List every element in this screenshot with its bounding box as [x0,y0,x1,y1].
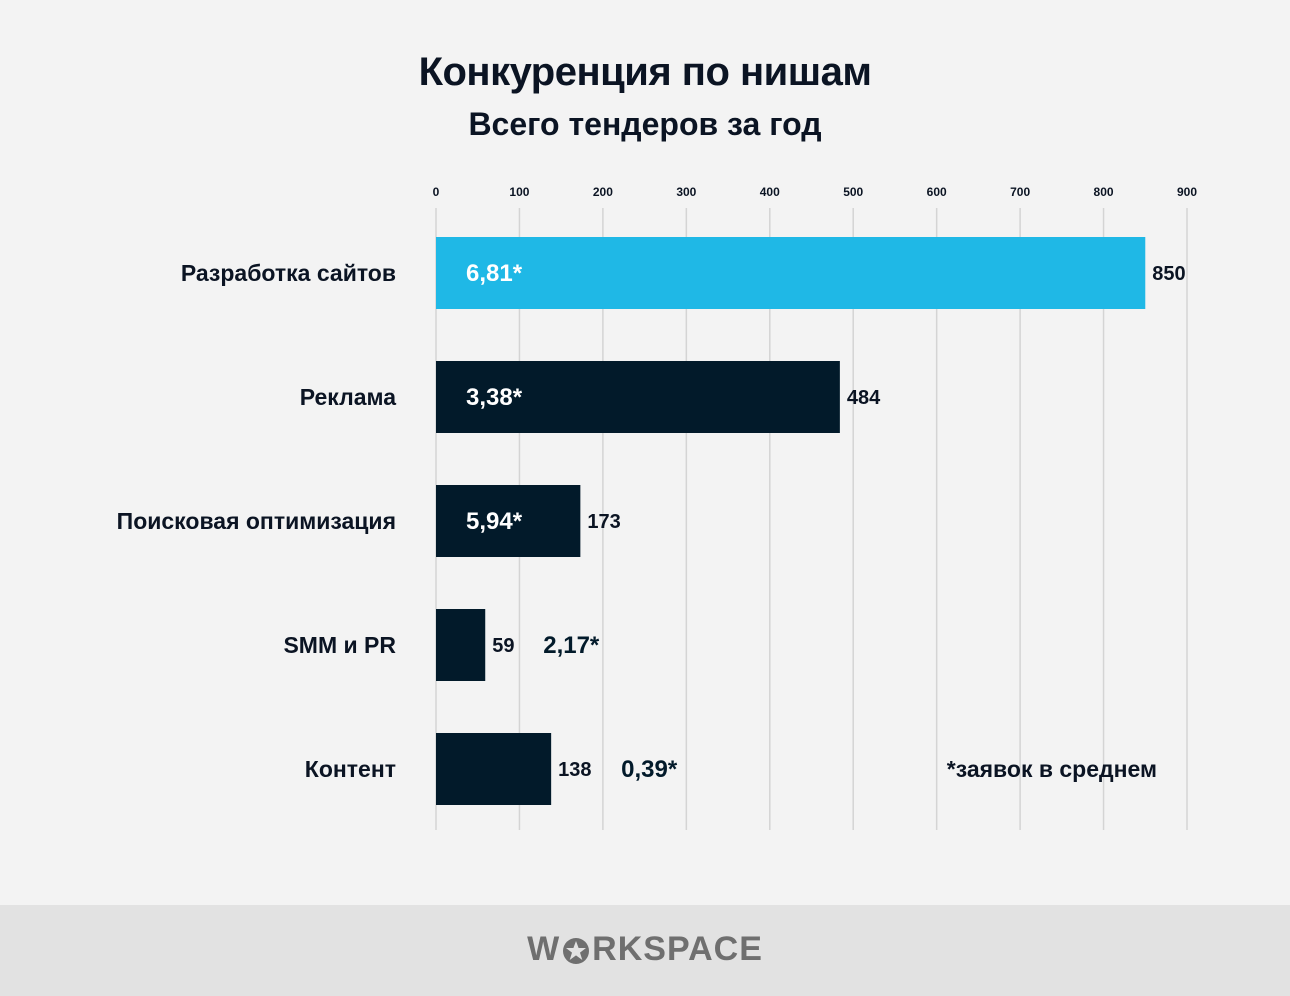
avg-bids-label: 3,38* [466,384,523,411]
x-tick-label: 100 [509,185,529,199]
brand-prefix: W [527,930,561,968]
x-tick-label: 300 [676,185,696,199]
bar-chart: 0 100 200 300 400 500 600 700 800 900 Разработка с… [117,185,1197,830]
x-tick-label: 600 [927,185,947,199]
category-label: Поисковая оптимизация [117,508,396,534]
value-label: 484 [847,387,881,409]
value-label: 59 [492,635,514,657]
value-label: 173 [587,511,620,533]
chart-subtitle: Всего тендеров за год [468,106,822,142]
value-label: 138 [558,759,591,781]
bar [436,361,840,433]
x-tick-label: 900 [1177,185,1197,199]
x-tick-label: 200 [593,185,613,199]
x-tick-label: 800 [1094,185,1114,199]
x-tick-label: 0 [433,185,440,199]
x-tick-label: 400 [760,185,780,199]
value-label: 850 [1152,263,1185,285]
avg-bids-label: 0,39* [621,756,678,783]
bar [436,485,581,557]
bar [436,733,552,805]
avg-bids-label: 6,81* [466,260,523,287]
avg-bids-label: 5,94* [466,508,523,535]
chart-title: Конкуренция по нишам [418,50,872,94]
category-label: SMM и PR [283,632,396,658]
avg-bids-label: 2,17* [543,632,600,659]
star-icon [563,938,590,965]
bar [436,609,486,681]
category-label: Реклама [300,384,396,410]
brand-logo: W RKSPACE [0,930,1290,969]
brand-suffix: RKSPACE [592,930,763,968]
category-label: Разработка сайтов [181,260,396,286]
x-tick-label: 700 [1010,185,1030,199]
category-label: Контент [305,756,396,782]
chart-annotation: *заявок в среднем [947,756,1157,782]
bar [436,237,1146,309]
x-tick-label: 500 [843,185,863,199]
footer-bar [0,905,1290,996]
